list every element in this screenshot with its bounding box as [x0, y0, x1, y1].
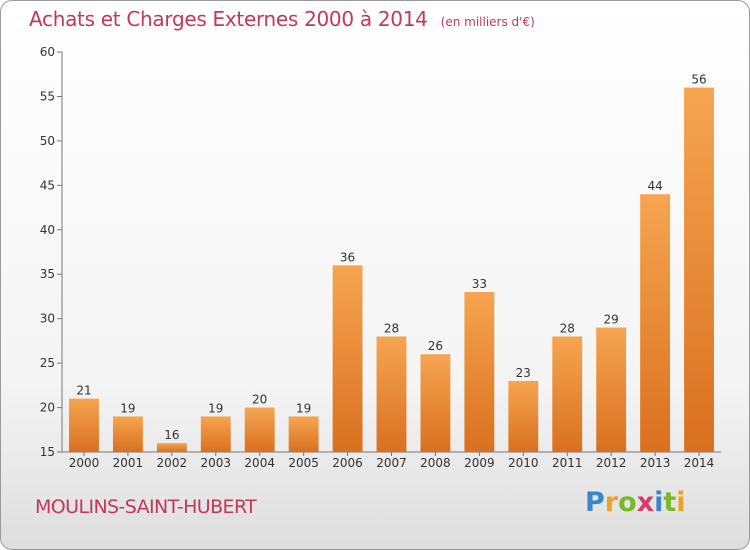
x-tick-label: 2000	[69, 456, 100, 470]
chart-title-block: Achats et Charges Externes 2000 à 2014 (…	[29, 7, 535, 31]
y-tick-label: 50	[40, 134, 55, 148]
bar	[596, 327, 627, 452]
bar	[552, 336, 583, 452]
bar	[244, 407, 275, 452]
proxiti-logo: Proxiti	[585, 487, 686, 518]
bar-value-label: 19	[120, 401, 135, 415]
logo-letter: o	[618, 487, 637, 518]
chart-title: Achats et Charges Externes 2000 à 2014	[29, 7, 428, 31]
x-tick-label: 2001	[113, 456, 144, 470]
bar	[200, 416, 231, 452]
bar-value-label: 29	[604, 313, 619, 327]
x-tick-label: 2011	[552, 456, 583, 470]
x-tick-label: 2012	[596, 456, 627, 470]
city-name: MOULINS-SAINT-HUBERT	[35, 496, 257, 518]
chart-subtitle: (en milliers d'€)	[440, 15, 535, 29]
logo-letter: P	[585, 487, 605, 518]
bar-value-label: 44	[647, 179, 662, 193]
x-tick-label: 2004	[244, 456, 275, 470]
bar	[376, 336, 407, 452]
bar	[288, 416, 319, 452]
x-tick-label: 2002	[157, 456, 188, 470]
bar	[464, 292, 495, 452]
x-tick-label: 2009	[464, 456, 495, 470]
logo-letter: r	[604, 487, 619, 518]
bar	[156, 443, 187, 452]
bar-value-label: 28	[560, 321, 575, 335]
logo-letter: x	[636, 487, 655, 518]
bar-value-label: 19	[296, 401, 311, 415]
bar	[640, 194, 671, 452]
y-tick-label: 20	[40, 401, 55, 415]
bar-value-label: 23	[516, 366, 531, 380]
bar-value-label: 33	[472, 277, 487, 291]
bar-value-label: 26	[428, 339, 443, 353]
y-tick-label: 30	[40, 312, 55, 326]
bar	[508, 380, 539, 452]
x-tick-label: 2007	[376, 456, 407, 470]
x-tick-label: 2008	[420, 456, 451, 470]
logo-letter: t	[663, 487, 677, 518]
x-tick-label: 2003	[200, 456, 231, 470]
bar-value-label: 20	[252, 393, 267, 407]
bar-value-label: 56	[691, 73, 706, 87]
logo-letter: i	[676, 487, 686, 518]
bar	[112, 416, 143, 452]
y-tick-label: 55	[40, 89, 55, 103]
y-tick-label: 45	[40, 178, 55, 192]
y-tick-label: 25	[40, 356, 55, 370]
x-tick-label: 2005	[288, 456, 319, 470]
bar	[684, 87, 714, 453]
bar	[420, 354, 451, 452]
logo-letter: i	[654, 487, 664, 518]
y-tick-label: 60	[40, 45, 55, 59]
y-tick-label: 40	[40, 223, 55, 237]
x-tick-label: 2014	[684, 456, 715, 470]
bar-value-label: 19	[208, 401, 223, 415]
bar-value-label: 28	[384, 321, 399, 335]
bar	[332, 265, 363, 452]
bar-value-label: 36	[340, 250, 355, 264]
y-tick-label: 15	[40, 445, 55, 459]
bar	[69, 398, 99, 452]
x-tick-label: 2013	[640, 456, 671, 470]
x-tick-label: 2006	[332, 456, 363, 470]
x-tick-label: 2010	[508, 456, 539, 470]
y-tick-label: 35	[40, 267, 55, 281]
bar-value-label: 16	[164, 428, 179, 442]
bar-value-label: 21	[76, 384, 91, 398]
